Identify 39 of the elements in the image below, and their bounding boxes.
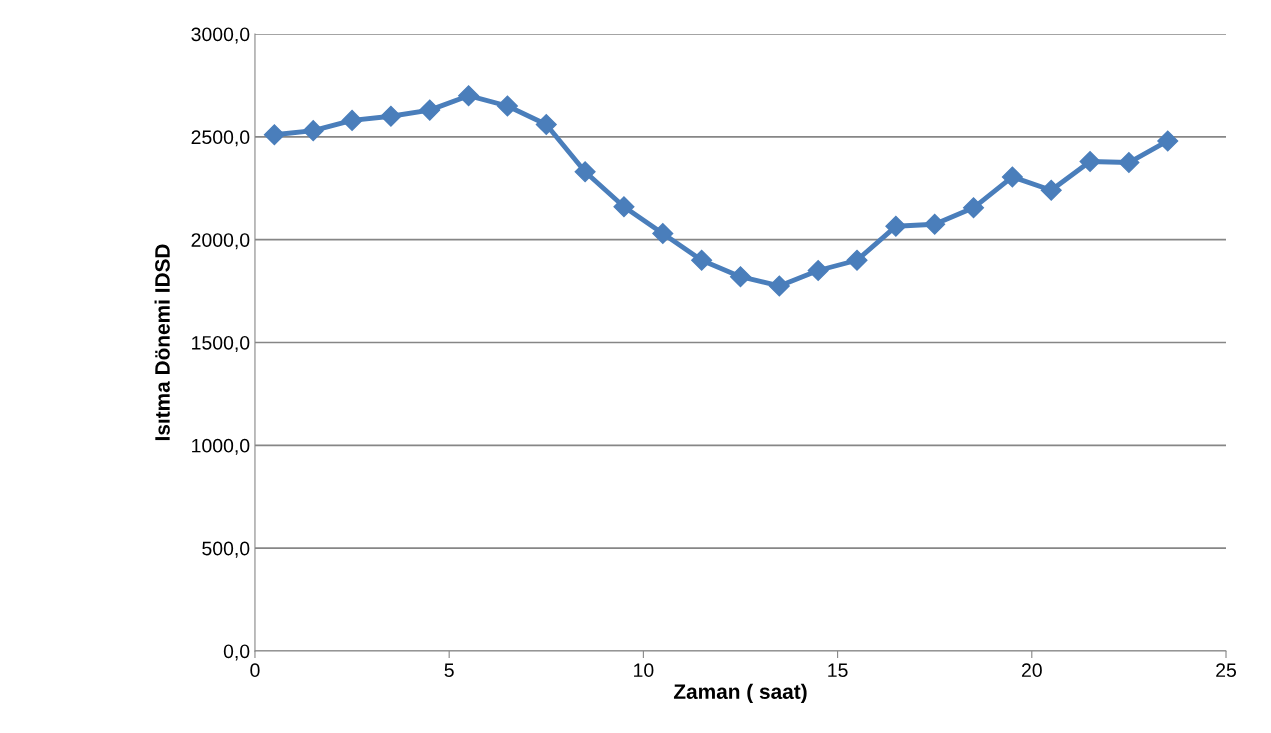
point [458, 85, 480, 107]
y-tick-label: 1500,0 [192, 335, 250, 353]
point [1118, 152, 1140, 174]
y-tick-label: 1000,0 [192, 438, 250, 455]
y-axis-title: Isıtma Dönemi IDSD [154, 244, 170, 441]
y-tick-label: 3000,0 [191, 27, 250, 44]
point [496, 95, 518, 117]
point [691, 249, 713, 271]
y-tick-label: 2000,0 [191, 233, 250, 250]
point [1040, 179, 1062, 201]
point [613, 196, 635, 218]
point [574, 161, 596, 183]
point [1079, 151, 1101, 173]
x-tick-label: 15 [828, 663, 848, 678]
x-tick-label: 20 [1021, 663, 1042, 678]
point [302, 120, 324, 142]
point [263, 124, 285, 146]
point [885, 215, 907, 237]
point [380, 105, 402, 127]
point [1157, 130, 1179, 152]
point [963, 197, 985, 219]
point [807, 259, 829, 282]
x-axis-title: Zaman ( saat) [673, 683, 807, 704]
point [419, 99, 441, 121]
y-tick-label: 2500,0 [191, 130, 250, 147]
point [535, 113, 557, 136]
point [846, 249, 868, 271]
y-tick-label: 500,0 [202, 541, 250, 558]
point [924, 213, 946, 235]
x-tick-label: 5 [444, 663, 454, 678]
point [341, 109, 363, 131]
x-tick-label: 25 [1216, 663, 1237, 678]
y-tick-label: 0,0 [223, 644, 250, 661]
x-tick-label: 0 [250, 663, 260, 678]
point [768, 275, 790, 297]
point [652, 222, 674, 245]
point [1001, 166, 1023, 188]
point [729, 266, 752, 288]
x-tick-label: 10 [634, 663, 654, 678]
